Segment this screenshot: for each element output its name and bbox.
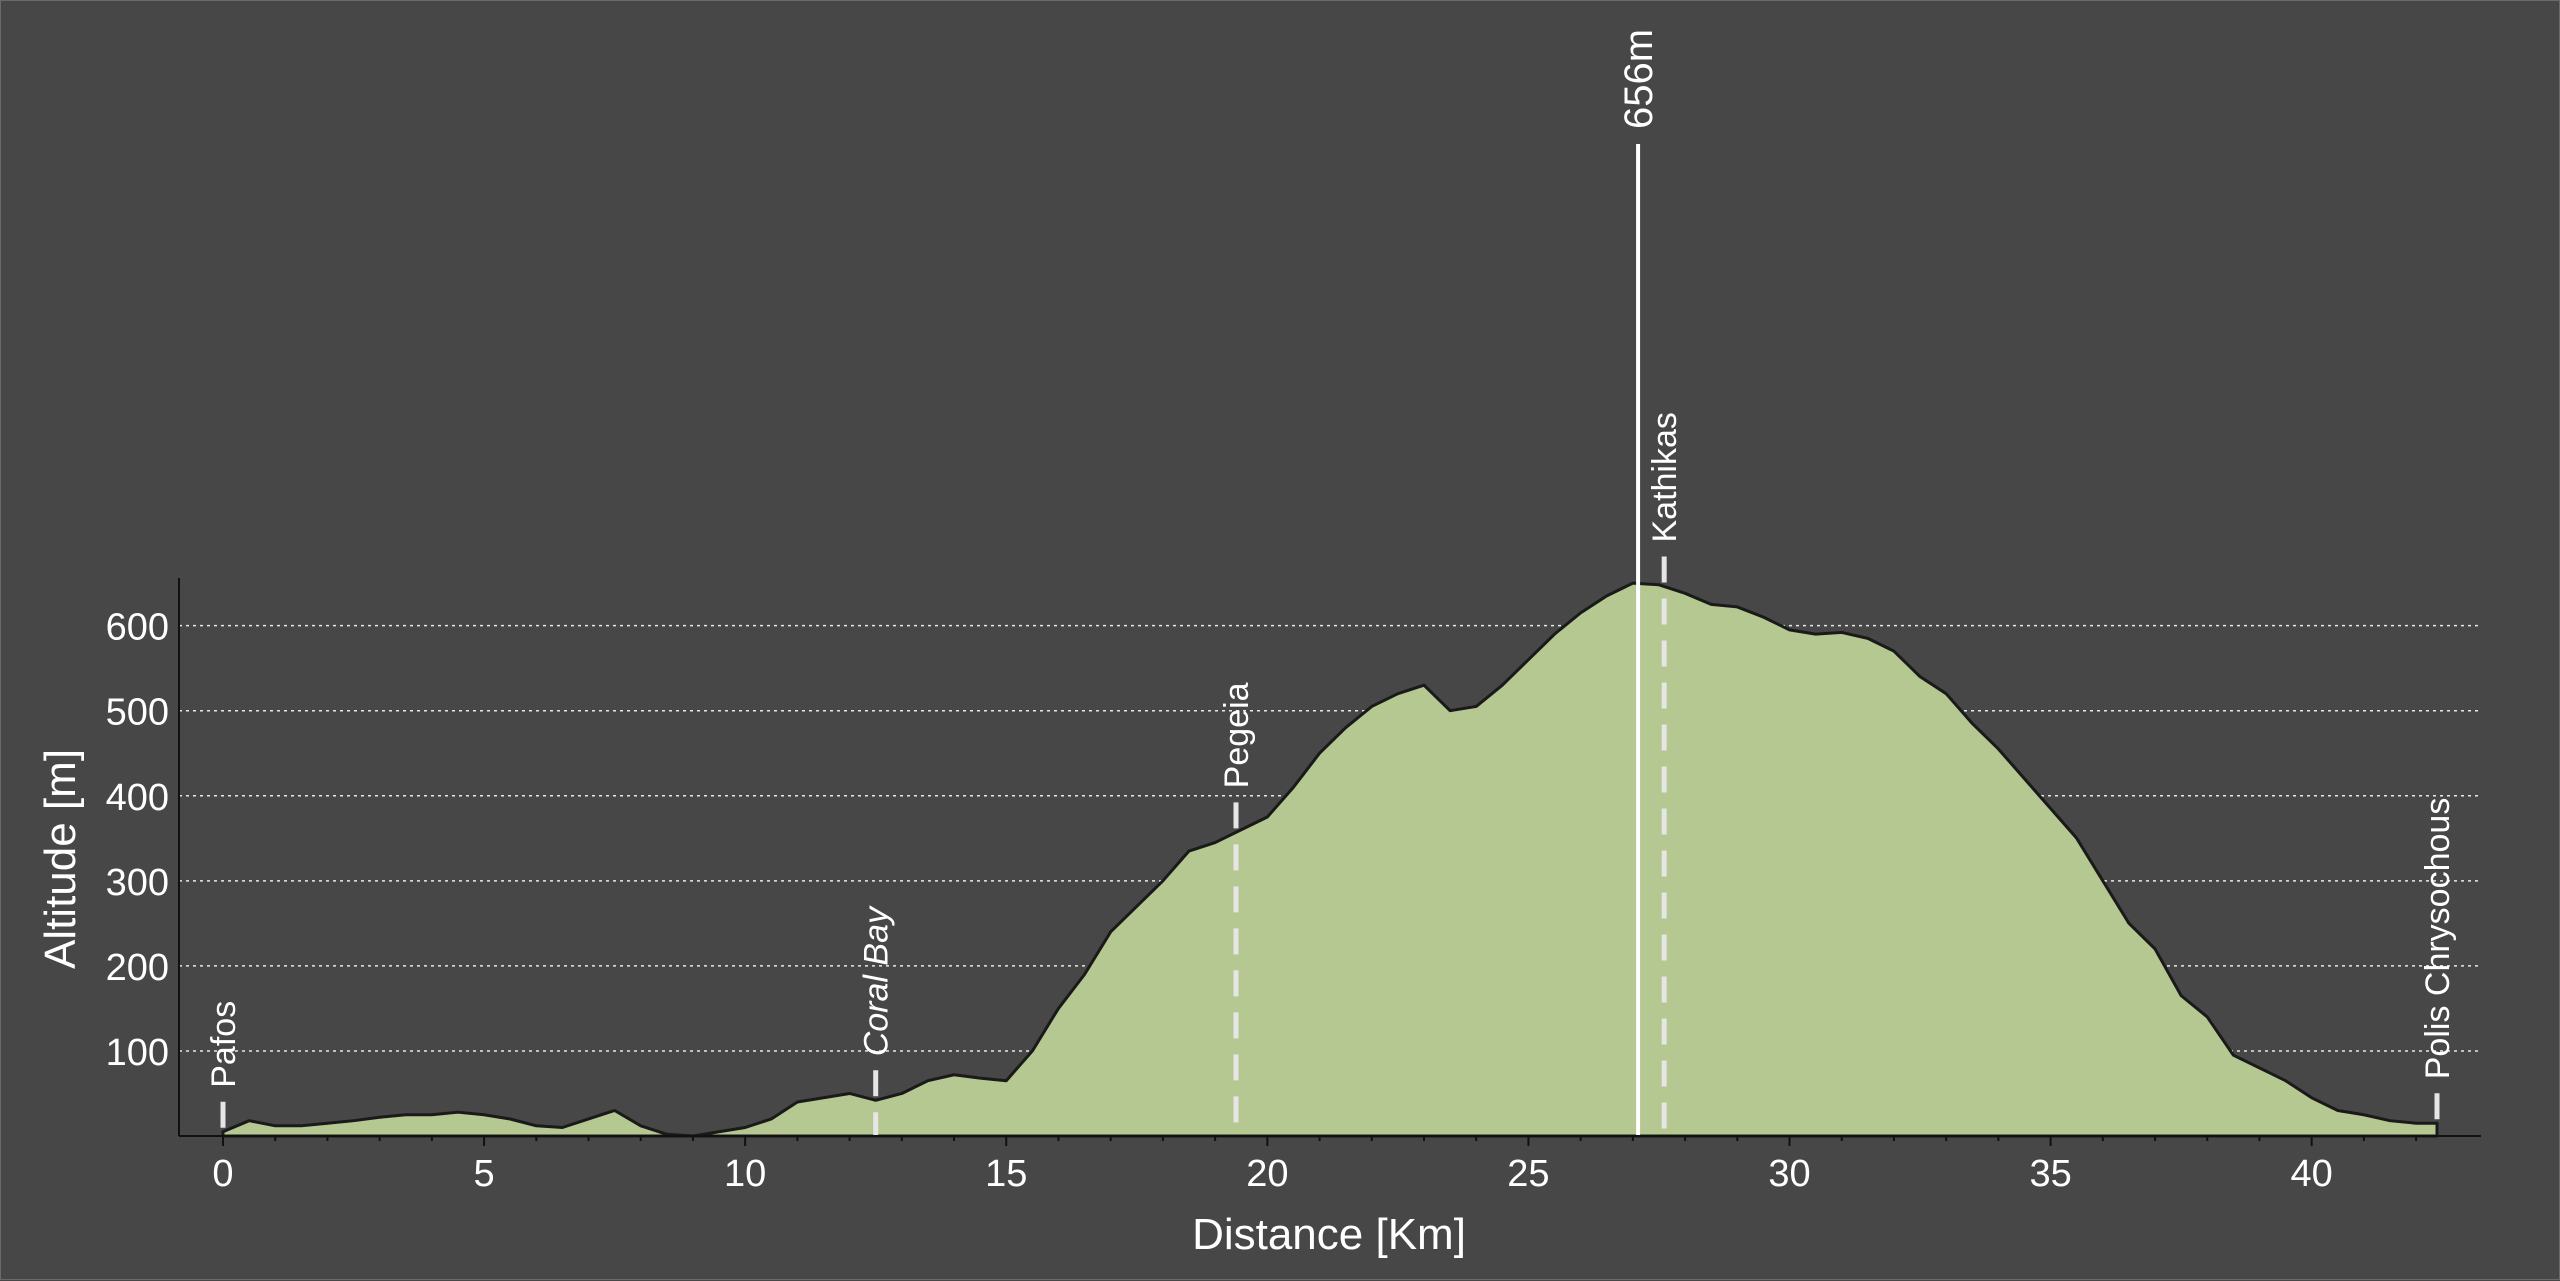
y-tick-label-600: 600 (106, 607, 169, 649)
x-tick-label-5: 5 (474, 1153, 495, 1195)
y-axis-ticks: 100 200 300 400 500 600 (106, 607, 169, 1074)
waypoint-label-1: Coral Bay (858, 905, 896, 1056)
x-axis-title: Distance [Km] (1192, 1210, 1466, 1259)
peak-marker: 656m (1617, 29, 1661, 1136)
y-tick-label-100: 100 (106, 1032, 169, 1074)
x-tick-label-20: 20 (1246, 1153, 1288, 1195)
x-tick-label-0: 0 (212, 1153, 233, 1195)
waypoint-markers: Pafos Coral Bay Pegeia Kathikas Polis Chryso… (205, 412, 2457, 1136)
y-axis-title: Altitude [m] (36, 749, 85, 969)
x-tick-label-35: 35 (2029, 1153, 2071, 1195)
y-tick-label-400: 400 (106, 777, 169, 819)
x-tick-label-30: 30 (1768, 1153, 1810, 1195)
elevation-area (221, 581, 2439, 1138)
y-tick-label-500: 500 (106, 692, 169, 734)
waypoint-label-0: Pafos (205, 1001, 243, 1088)
y-tick-label-200: 200 (106, 947, 169, 989)
x-tick-label-40: 40 (2291, 1153, 2333, 1195)
x-tick-label-15: 15 (985, 1153, 1027, 1195)
waypoint-label-3: Kathikas (1646, 412, 1684, 542)
x-tick-label-10: 10 (724, 1153, 766, 1195)
y-tick-label-300: 300 (106, 862, 169, 904)
waypoint-label-4: Polis Chrysochous (2419, 798, 2457, 1080)
axes (178, 578, 2481, 1137)
waypoint-label-2: Pegeia (1218, 682, 1256, 788)
peak-label: 656m (1617, 29, 1661, 129)
x-axis-ticks: 0 5 10 15 20 25 30 35 40 (212, 1136, 2418, 1195)
x-tick-label-25: 25 (1507, 1153, 1549, 1195)
